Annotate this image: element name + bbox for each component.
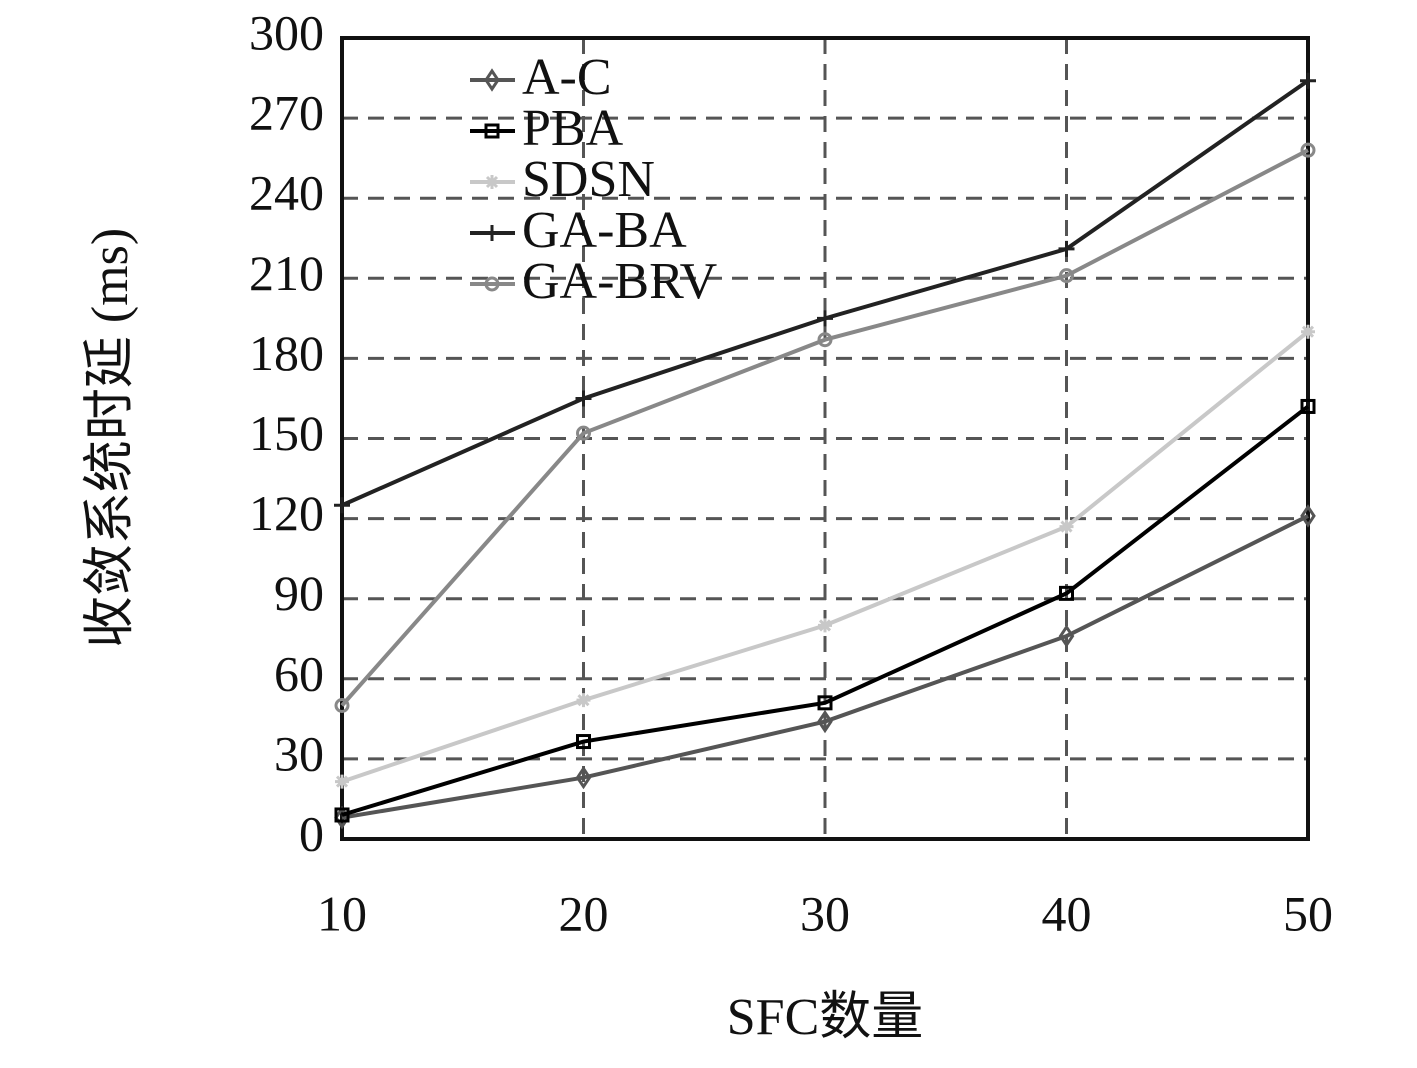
data-point bbox=[1301, 324, 1315, 339]
data-point bbox=[818, 618, 832, 633]
y-tick-label: 0 bbox=[299, 805, 324, 861]
data-point bbox=[1058, 240, 1075, 257]
data-point bbox=[576, 693, 591, 708]
y-tick-label: 30 bbox=[274, 725, 324, 781]
x-tick-label: 10 bbox=[317, 885, 367, 941]
legend-marker bbox=[484, 225, 500, 241]
data-point bbox=[1059, 268, 1074, 284]
y-tick-label: 90 bbox=[274, 565, 324, 621]
legend-marker bbox=[485, 175, 499, 189]
x-tick-label: 30 bbox=[800, 885, 850, 941]
data-point bbox=[1300, 72, 1316, 89]
legend-marker bbox=[484, 276, 500, 292]
y-tick-label: 240 bbox=[249, 165, 324, 221]
y-tick-label: 120 bbox=[249, 485, 324, 541]
x-axis-label: SFC数量 bbox=[727, 989, 924, 1046]
data-point bbox=[575, 765, 592, 790]
data-point bbox=[1300, 398, 1316, 414]
data-point bbox=[334, 497, 350, 514]
data-point bbox=[817, 332, 833, 348]
legend-label: GA-BRV bbox=[522, 253, 717, 310]
data-point bbox=[334, 807, 350, 823]
legend-label: PBA bbox=[522, 100, 624, 157]
legend-label: SDSN bbox=[522, 151, 655, 208]
legend-label: A-C bbox=[522, 49, 612, 106]
data-point bbox=[1300, 504, 1316, 528]
plot-frame bbox=[340, 36, 1310, 841]
x-tick-label: 50 bbox=[1283, 885, 1333, 941]
legend-marker bbox=[484, 68, 500, 92]
series-line bbox=[341, 404, 1310, 817]
data-point bbox=[576, 734, 591, 750]
x-tick-label: 40 bbox=[1042, 885, 1092, 941]
data-point bbox=[817, 310, 833, 327]
data-point bbox=[575, 390, 592, 407]
y-tick-label: 150 bbox=[249, 405, 324, 461]
data-point bbox=[817, 709, 833, 734]
y-tick-label: 300 bbox=[249, 4, 324, 60]
data-point bbox=[1058, 624, 1075, 648]
data-point bbox=[1059, 585, 1074, 601]
data-point bbox=[335, 774, 349, 789]
y-tick-label: 270 bbox=[249, 85, 324, 141]
series-line bbox=[341, 514, 1309, 820]
x-tick-label: 20 bbox=[559, 885, 609, 941]
legend-marker bbox=[484, 123, 500, 139]
data-point bbox=[817, 695, 833, 711]
y-tick-label: 60 bbox=[274, 645, 324, 701]
y-tick-label: 210 bbox=[249, 245, 324, 301]
legend-label: GA-BA bbox=[522, 202, 687, 259]
data-point bbox=[1059, 519, 1074, 534]
y-axis-label: 收敛系统时延 (ms) bbox=[82, 228, 139, 648]
data-point bbox=[334, 698, 350, 713]
data-point bbox=[1300, 142, 1316, 158]
series-line bbox=[340, 148, 1309, 707]
y-tick-label: 180 bbox=[249, 325, 324, 381]
data-point bbox=[576, 425, 591, 441]
